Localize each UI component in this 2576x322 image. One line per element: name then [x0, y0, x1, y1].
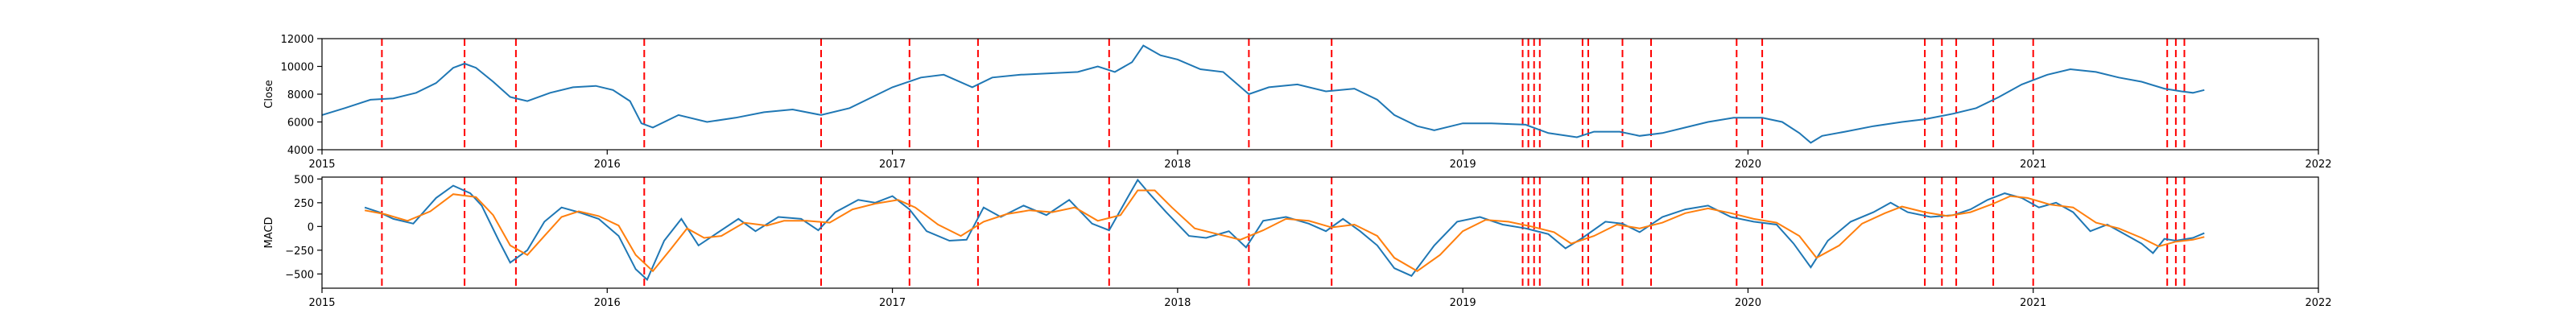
macd-x-tick-label-3: 2018: [1164, 297, 1191, 309]
close-y-ticks: 4000 6000 8000 10000 12000: [281, 34, 322, 157]
close-y-tick-label-1: 6000: [287, 118, 314, 130]
close-y-tick-label-3: 10000: [281, 62, 314, 74]
macd-vlines: [381, 177, 2186, 288]
macd-y-tick-label-2: 0: [308, 221, 314, 233]
close-y-tick-label-0: 4000: [287, 145, 314, 157]
macd-plot-frame: [321, 176, 2319, 289]
macd-x-ticks: 2015 2016 2017 2018 2019 2020 2021 2022: [308, 288, 2332, 309]
macd-y-tick-label-3: −250: [285, 246, 314, 258]
macd-x-tick-label-2: 2017: [879, 297, 906, 309]
close-x-tick-label-4: 2019: [1450, 159, 1476, 171]
close-x-tick-label-7: 2022: [2305, 159, 2331, 171]
macd-panel: 2015 2016 2017 2018 2019 2020 2021 2022 500 250 0…: [263, 174, 2332, 309]
macd-x-tick-label-4: 2019: [1450, 297, 1476, 309]
macd-series-line: [364, 178, 2205, 282]
close-panel: 2015 2016 2017 2018 2019 2020 2021 2022 4000 600…: [263, 34, 2332, 171]
macd-y-axis-title: MACD: [263, 217, 275, 249]
close-vlines: [381, 39, 2186, 150]
close-x-ticks: 2015 2016 2017 2018 2019 2020 2021 2022: [308, 150, 2332, 171]
close-x-tick-label-2: 2017: [879, 159, 906, 171]
close-y-tick-label-2: 8000: [287, 89, 314, 101]
close-x-tick-label-3: 2018: [1164, 159, 1191, 171]
close-x-tick-label-5: 2020: [1735, 159, 1761, 171]
macd-x-tick-label-7: 2022: [2305, 297, 2331, 309]
macd-y-tick-label-0: 500: [294, 174, 314, 186]
close-series-line: [321, 44, 2205, 144]
close-x-tick-label-6: 2021: [2020, 159, 2046, 171]
macd-y-tick-label-1: 250: [294, 198, 314, 210]
macd-x-tick-label-0: 2015: [308, 297, 335, 309]
macd-y-tick-label-4: −500: [285, 269, 314, 281]
macd-signal-series-line: [364, 189, 2205, 273]
macd-x-tick-label-5: 2020: [1735, 297, 1761, 309]
close-x-tick-label-0: 2015: [308, 159, 335, 171]
macd-x-tick-label-1: 2016: [594, 297, 621, 309]
close-y-axis-title: Close: [263, 80, 275, 108]
close-y-tick-label-4: 12000: [281, 34, 314, 46]
close-x-tick-label-1: 2016: [594, 159, 621, 171]
macd-x-tick-label-6: 2021: [2020, 297, 2046, 309]
macd-y-ticks: 500 250 0 −250 −500: [285, 174, 322, 281]
